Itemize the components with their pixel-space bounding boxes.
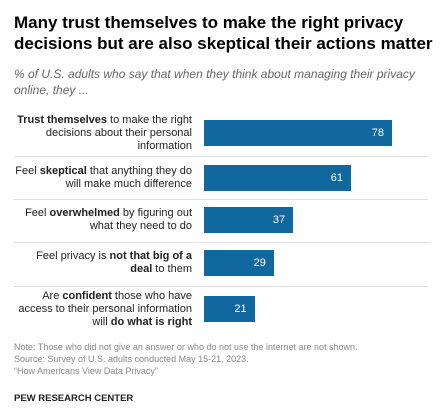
value-label: 61 [330,172,343,184]
chart-title: Many trust themselves to make the right … [14,13,433,53]
label-part: Feel [25,207,50,219]
label-part: do what is right [110,315,192,328]
separator [14,241,428,243]
separator [14,286,428,287]
bar [204,120,392,146]
category-label: Feel privacy is not that big of a deal t… [14,250,192,276]
bar [204,250,274,276]
category-label: Are confident those who have access to t… [14,290,192,329]
brand: PEW RESEARCH CENTER [14,393,134,404]
chart-subtitle: % of U.S. adults who say that when they … [14,67,415,97]
label-part: by figuring out what they need to do [89,207,192,232]
label-part: confident [62,289,112,302]
label-part: to make the right decisions about their … [45,113,192,152]
label-part: Feel [15,165,40,177]
bar [204,296,255,322]
label-part: Feel privacy is [36,250,110,262]
label-part: that anything they do will make much dif… [65,165,192,190]
value-label: 21 [234,303,247,315]
report: “How Americans View Data Privacy” [14,366,158,376]
note: Note: Those who did not give an answer o… [14,342,358,352]
label-part: Trust themselves [17,113,107,126]
label-part: not that big of a deal [109,250,192,275]
value-label: 37 [272,214,286,226]
source: Source: Survey of U.S. adults conducted … [14,354,249,364]
value-label: 78 [371,127,384,139]
separator [14,155,428,157]
bar [204,165,351,191]
label-part: Are [42,289,63,302]
label-part: to them [152,263,192,275]
category-label: Feel skeptical that anything they do wil… [14,165,192,191]
category-label: Trust themselves to make the right decis… [14,114,192,153]
category-label: Feel overwhelmed by figuring out what th… [14,207,192,233]
value-label: 29 [253,257,266,269]
label-part: skeptical [39,165,87,177]
separator [14,199,428,200]
label-part: overwhelmed [49,207,120,219]
label-part: those who have access to their personal … [18,289,192,328]
bar [204,207,294,233]
